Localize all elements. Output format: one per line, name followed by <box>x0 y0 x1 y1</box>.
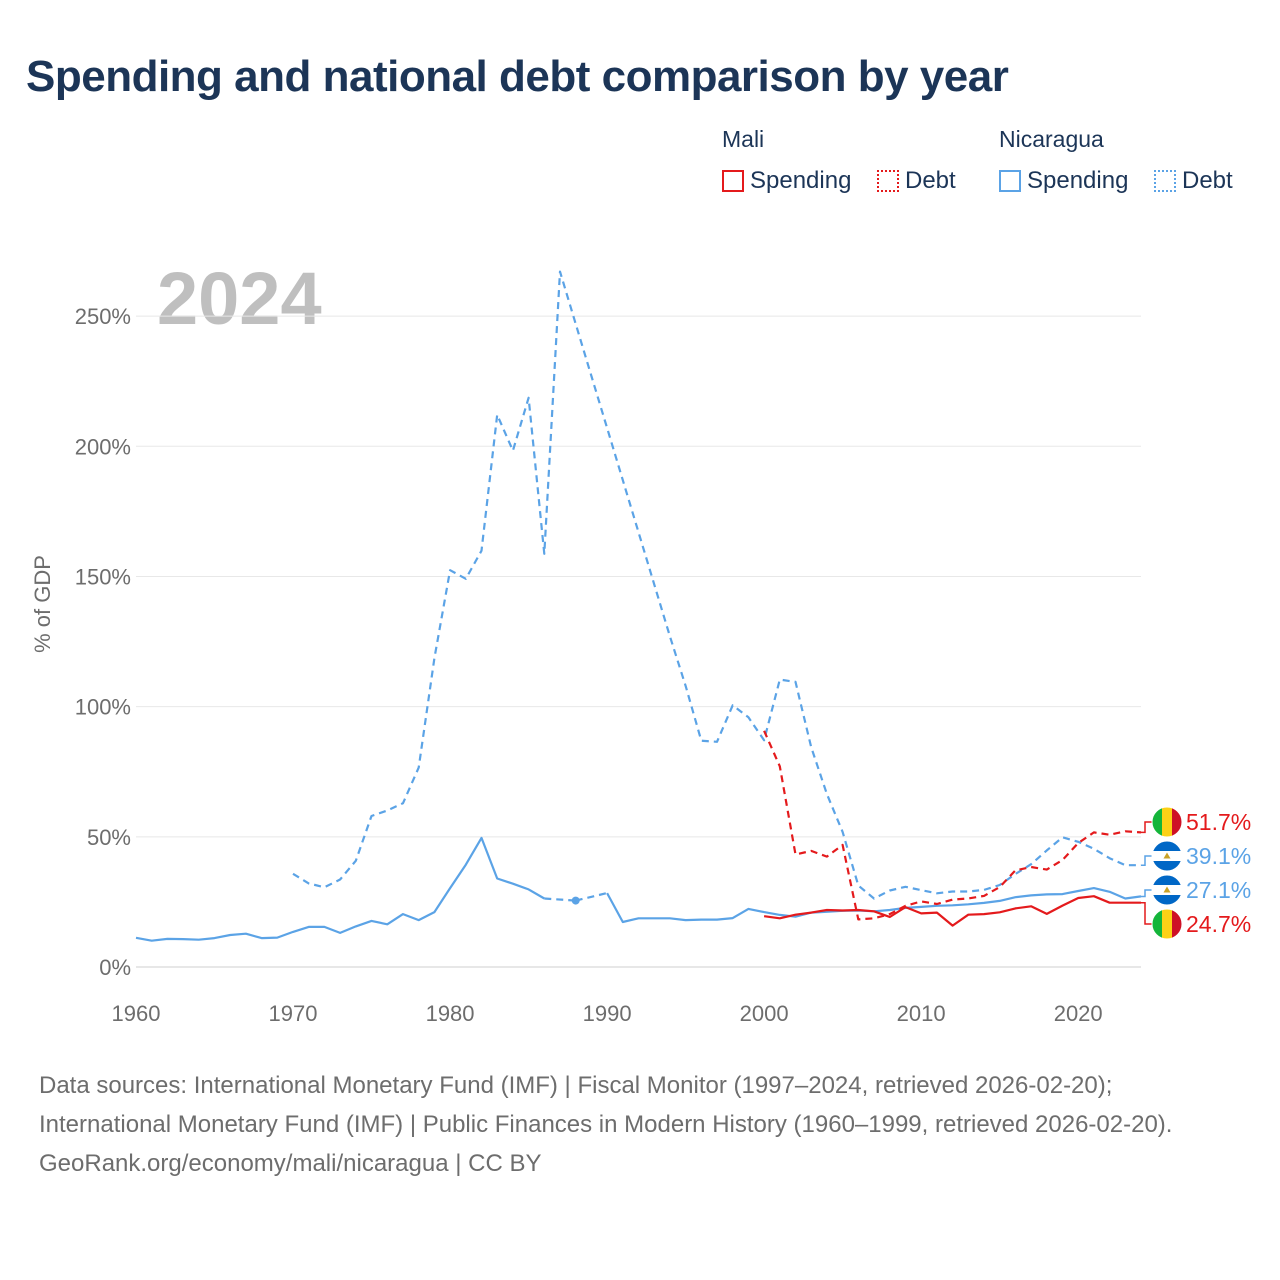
x-tick-label: 1990 <box>583 1001 632 1026</box>
mali-flag-icon <box>1152 807 1182 837</box>
end-value-label: 27.1% <box>1186 877 1251 903</box>
series-gap-line <box>544 897 576 902</box>
series-line <box>606 887 1142 924</box>
series-line <box>763 895 1141 927</box>
line-chart: 2024 0% 50% 100% 150% 200% 250% 1960 1970 1980 19… <box>30 257 1251 1026</box>
legend-label: Spending <box>1027 167 1129 194</box>
legend-item-mali-spending[interactable]: Spending <box>722 166 851 196</box>
x-tick-label: 2020 <box>1054 1001 1103 1026</box>
legend-label: Spending <box>750 167 852 194</box>
data-sources: Data sources: International Monetary Fun… <box>39 1072 1173 1138</box>
series-line <box>292 270 1141 900</box>
legend-swatch-dotted-icon <box>877 170 899 192</box>
legend-label: Debt <box>905 167 956 194</box>
mali-flag-icon <box>1152 909 1182 939</box>
legend-item-nicaragua-spending[interactable]: Spending <box>999 166 1128 196</box>
legend-swatch-solid-icon <box>722 170 744 192</box>
legend-swatch-dotted-icon <box>1154 170 1176 192</box>
x-tick-label: 1960 <box>112 1001 161 1026</box>
footer: Data sources: International Monetary Fun… <box>39 1066 1239 1183</box>
y-tick-label: 50% <box>87 825 131 850</box>
x-tick-label: 2000 <box>740 1001 789 1026</box>
year-watermark: 2024 <box>157 257 322 340</box>
legend-label: Debt <box>1182 167 1233 194</box>
end-value-label: 51.7% <box>1186 809 1251 835</box>
end-label-leader <box>1141 901 1152 925</box>
end-label-leader <box>1141 821 1152 834</box>
series-line <box>135 836 545 942</box>
legend-swatch-solid-icon <box>999 170 1021 192</box>
credit-link[interactable]: GeoRank.org/economy/mali/nicaragua | CC … <box>39 1150 542 1177</box>
x-tick-label: 1970 <box>269 1001 318 1026</box>
nicaragua-flag-icon <box>1152 875 1182 905</box>
y-tick-label: 100% <box>75 695 131 720</box>
y-tick-label: 0% <box>99 955 131 980</box>
legend-item-mali-debt[interactable]: Debt <box>877 166 956 196</box>
chart-title: Spending and national debt comparison by… <box>26 52 1009 101</box>
end-value-label: 24.7% <box>1186 911 1251 937</box>
y-axis-label: % of GDP <box>30 555 55 653</box>
y-tick-label: 250% <box>75 304 131 329</box>
end-value-label: 39.1% <box>1186 843 1251 869</box>
series-gap-line <box>575 891 608 902</box>
legend-group-title-mali: Mali <box>722 126 765 152</box>
series-line <box>763 730 1142 921</box>
x-tick-label: 2010 <box>897 1001 946 1026</box>
legend-item-nicaragua-debt[interactable]: Debt <box>1154 166 1233 196</box>
y-tick-label: 200% <box>75 434 131 459</box>
x-tick-label: 1980 <box>426 1001 475 1026</box>
legend-group-title-nicaragua: Nicaragua <box>999 126 1104 152</box>
y-tick-label: 150% <box>75 564 131 589</box>
nicaragua-flag-icon <box>1152 841 1182 871</box>
end-label-leader <box>1141 855 1152 866</box>
end-label-leader <box>1141 889 1152 898</box>
